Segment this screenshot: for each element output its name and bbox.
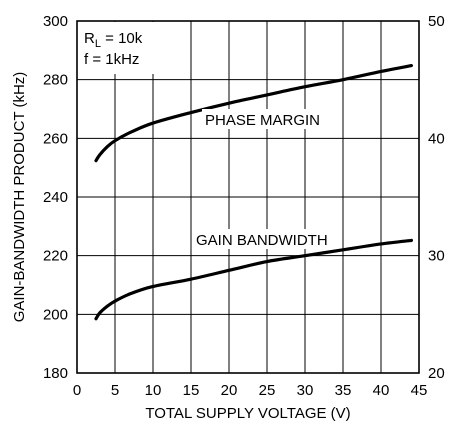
y-tick-label-right: 40 — [428, 130, 445, 147]
x-tick-label: 15 — [183, 382, 200, 399]
series-label-phase-margin: PHASE MARGIN — [205, 112, 320, 129]
y-tick-labels-right: 20 30 40 50 — [428, 13, 445, 382]
x-tick-label: 20 — [221, 382, 238, 399]
x-tick-label: 35 — [335, 382, 352, 399]
x-tick-label: 30 — [297, 382, 314, 399]
x-tick-labels: 0 5 10 15 20 25 30 35 40 45 — [73, 382, 428, 399]
x-tick-label: 25 — [259, 382, 276, 399]
plot-frame — [76, 20, 420, 374]
curves — [94, 63, 413, 321]
x-tick-label: 5 — [111, 382, 119, 399]
y-tick-label-right: 20 — [428, 365, 445, 382]
y-axis-title: GAIN-BANDWIDTH PRODUCT (kHz) — [11, 72, 28, 323]
series-line-gain-bandwidth — [94, 238, 413, 321]
series-label-gain-bandwidth: GAIN BANDWIDTH — [196, 232, 328, 249]
y-tick-label-right: 50 — [428, 13, 445, 30]
y-tick-label-left: 260 — [43, 130, 68, 147]
y-tick-label-left: 300 — [43, 13, 68, 30]
x-tick-label: 0 — [73, 382, 81, 399]
y-tick-label-left: 240 — [43, 189, 68, 206]
x-axis-title: TOTAL SUPPLY VOLTAGE (V) — [145, 405, 350, 422]
y-tick-label-left: 200 — [43, 306, 68, 323]
y-tick-label-left: 220 — [43, 248, 68, 265]
phase-margin-label-bg — [202, 109, 332, 129]
conditions-box — [78, 22, 154, 74]
y-tick-label-left: 180 — [43, 365, 68, 382]
x-tick-label: 10 — [145, 382, 162, 399]
series-line-phase-margin — [94, 63, 413, 163]
condition-freq: f = 1kHz — [84, 51, 139, 68]
y-tick-labels-left: 180 200 220 240 260 280 300 — [43, 13, 68, 382]
gain-bandwidth-label-bg — [193, 229, 323, 249]
condition-rl: RL = 10k — [84, 30, 143, 50]
y-tick-label-right: 30 — [428, 248, 445, 265]
x-tick-label: 40 — [373, 382, 390, 399]
x-tick-label: 45 — [411, 382, 428, 399]
y-tick-label-left: 280 — [43, 72, 68, 89]
